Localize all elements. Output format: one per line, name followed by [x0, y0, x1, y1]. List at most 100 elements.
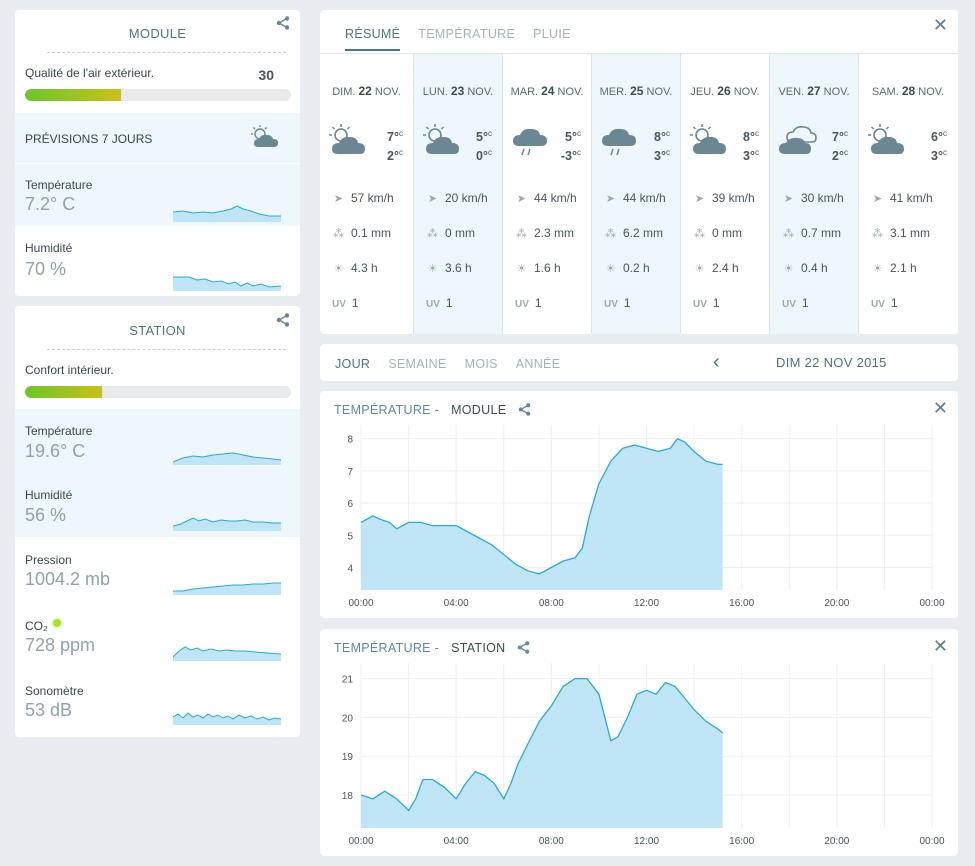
day-name: DIM. 22 NOV.	[320, 84, 413, 98]
forecast-day[interactable]: MAR. 24 NOV. 5°c -3°c ➤ 44 km/h ⁂ 2.3 mm ☀ 1.6 h…	[503, 54, 592, 334]
chart-title-name: MODULE	[451, 403, 507, 417]
share-icon[interactable]	[517, 641, 530, 654]
uv-value: 1	[890, 296, 898, 310]
uv: UV 1	[871, 296, 898, 310]
module-temp-row[interactable]: Température 7.2° C	[15, 164, 300, 226]
station-hum-row[interactable]: Humidité 56 %	[15, 473, 300, 537]
tab-semaine[interactable]: SEMAINE	[388, 357, 447, 371]
wind-value: 20 km/h	[445, 191, 488, 205]
close-icon[interactable]: ✕	[932, 15, 948, 35]
station-sound-row[interactable]: Sonomètre 53 dB	[15, 669, 300, 735]
day-dow: SAM.	[871, 86, 899, 98]
day-temps: 6°c 3°c	[931, 126, 947, 164]
rain-value: 3.1 mm	[890, 226, 931, 240]
tab-mois[interactable]: MOIS	[464, 357, 498, 371]
co2-label-text: CO₂	[25, 619, 48, 633]
tab-resume[interactable]: RÉSUMÉ	[345, 27, 401, 51]
air-quality-bar-fill	[25, 89, 121, 101]
module-hum-row[interactable]: Humidité 70 %	[15, 227, 300, 291]
wind: ➤ 20 km/h	[426, 191, 488, 205]
x-tick-label: 00:00	[348, 836, 373, 847]
temp-unit: c	[399, 129, 403, 138]
temp-unit: c	[399, 148, 403, 158]
temp-unit: c	[666, 129, 670, 138]
wind-icon: ➤	[694, 193, 705, 205]
divider	[47, 349, 286, 350]
sun-cloud-icon	[423, 124, 459, 154]
forecast-row[interactable]: PRÉVISIONS 7 JOURS	[15, 113, 300, 163]
rain: ⁂ 0.7 mm	[782, 226, 841, 240]
temp-max: 8°c	[654, 126, 670, 145]
tabs-divider	[320, 53, 958, 54]
sun-icon: ☀	[783, 263, 794, 275]
uv-value: 1	[445, 296, 453, 310]
forecast-day[interactable]: LUN. 23 NOV. 5°c 0°c ➤ 20 km/h ⁂ 0 mm ☀ 3.6 h UV 1	[414, 54, 503, 334]
chevron-left-icon[interactable]: ‹	[713, 351, 720, 373]
share-icon[interactable]	[518, 403, 531, 416]
day-dow: DIM.	[332, 86, 356, 98]
temp-min-value: 0°	[476, 149, 488, 164]
day-number: 26	[717, 84, 731, 98]
sun-value: 1.6 h	[534, 261, 561, 275]
station-co2-row[interactable]: CO₂ 728 ppm	[15, 603, 300, 669]
hum-sparkline	[173, 517, 281, 531]
sun-icon: ☀	[516, 263, 527, 275]
day-name: LUN. 23 NOV.	[414, 84, 502, 98]
temp-unit: c	[488, 148, 492, 158]
wind-value: 44 km/h	[623, 191, 666, 205]
temp-max: 5°c	[561, 126, 581, 145]
uv-value: 1	[351, 296, 359, 310]
station-press-row[interactable]: Pression 1004.2 mb	[15, 537, 300, 603]
day-number: 25	[630, 84, 644, 98]
temp-max-value: 5°	[565, 130, 577, 145]
uv: UV 1	[782, 296, 809, 310]
tab-pluie[interactable]: PLUIE	[533, 27, 571, 41]
temp-max: 7°c	[832, 126, 848, 145]
close-icon[interactable]: ✕	[932, 636, 948, 656]
y-tick-label: 20	[342, 713, 354, 724]
sunshine: ☀ 2.4 h	[693, 261, 739, 275]
sunshine: ☀ 0.2 h	[604, 261, 650, 275]
temp-value: 19.6° C	[25, 441, 86, 461]
day-name: MAR. 24 NOV.	[503, 84, 591, 98]
day-month: NOV.	[918, 86, 945, 98]
temp-min: 2°c	[387, 145, 403, 164]
y-tick-label: 21	[342, 675, 354, 686]
module-title: MODULE	[128, 26, 187, 41]
x-tick-label: 20:00	[824, 598, 849, 609]
period-tabs: JOUR SEMAINE MOIS ANNÉE	[335, 355, 578, 373]
temp-min: 3°c	[654, 145, 670, 164]
share-icon[interactable]	[276, 313, 290, 327]
forecast-day[interactable]: JEU. 26 NOV. 8°c 3°c ➤ 39 km/h ⁂ 0 mm ☀ 2.4 h UV 1	[681, 54, 770, 334]
air-quality-value: 30	[258, 67, 274, 83]
temp-min-value: -3°	[560, 149, 577, 164]
sun-icon: ☀	[427, 263, 438, 275]
day-name: MER. 25 NOV.	[592, 84, 680, 98]
drops-icon: ⁂	[516, 228, 527, 240]
drops-icon: ⁂	[333, 228, 344, 240]
rain: ⁂ 0 mm	[693, 226, 742, 240]
uv-value: 1	[534, 296, 542, 310]
current-date: DIM 22 NOV 2015	[776, 355, 887, 370]
co2-label: CO₂	[25, 619, 62, 633]
tab-temperature[interactable]: TEMPÉRATURE	[418, 27, 516, 41]
uv-icon: UV	[426, 299, 440, 310]
tab-jour[interactable]: JOUR	[335, 357, 371, 371]
rain: ⁂ 0.1 mm	[332, 226, 391, 240]
sun-cloud-icon	[868, 124, 904, 154]
station-temp-row[interactable]: Température 19.6° C	[15, 409, 300, 473]
wind-value: 30 km/h	[801, 191, 844, 205]
share-icon[interactable]	[276, 16, 290, 30]
uv-value: 1	[623, 296, 631, 310]
temp-min: 0°c	[476, 145, 492, 164]
temp-max-value: 7°	[387, 130, 399, 145]
wind-value: 44 km/h	[534, 191, 577, 205]
tab-annee[interactable]: ANNÉE	[515, 357, 561, 371]
close-icon[interactable]: ✕	[932, 398, 948, 418]
temp-sparkline	[173, 205, 281, 222]
sun-icon: ☀	[333, 263, 344, 275]
